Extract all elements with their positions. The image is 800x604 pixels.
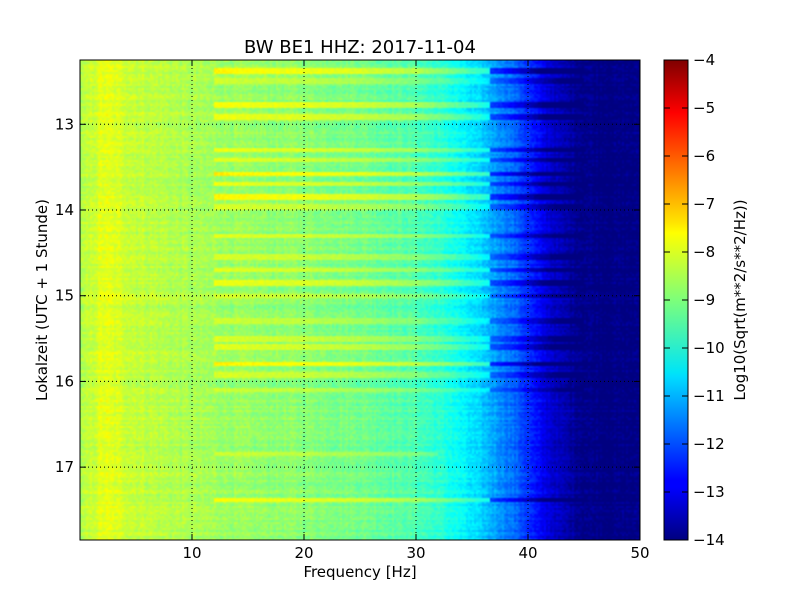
colorbar-tick-label: −5: [693, 99, 715, 117]
y-tick-label: 13: [55, 115, 74, 133]
x-axis-label: Frequency [Hz]: [303, 563, 416, 581]
y-tick-label: 16: [55, 372, 74, 390]
spectrogram-heatmap: [80, 60, 640, 540]
x-tick-label: 50: [630, 544, 649, 562]
y-tick-label: 15: [55, 287, 74, 305]
y-tick-label: 14: [55, 201, 74, 219]
colorbar-tick-label: −6: [693, 147, 715, 165]
x-tick-label: 10: [182, 544, 201, 562]
colorbar-tick-label: −11: [693, 387, 725, 405]
colorbar-tick-label: −10: [693, 339, 725, 357]
y-axis-ticks: 13 14 15 16 17: [55, 115, 640, 476]
colorbar-tick-label: −9: [693, 291, 715, 309]
colorbar-tick-label: −4: [693, 51, 715, 69]
x-axis-ticks: 10 20 30 40 50: [182, 60, 650, 562]
x-tick-label: 20: [294, 544, 313, 562]
y-tick-label: 17: [55, 458, 74, 476]
colorbar-label: Log10(Sqrt(m**2/s**2/Hz)): [731, 199, 749, 400]
colorbar-tick-label: −12: [693, 435, 725, 453]
colorbar-tick-label: −8: [693, 243, 715, 261]
colorbar-ticks: −4 −5 −6 −7 −8 −9 −10 −11 −12 −13 −14: [664, 51, 725, 549]
plot-frame: [79, 59, 641, 541]
colorbar-tick-label: −7: [693, 195, 715, 213]
grid-lines: [80, 60, 640, 540]
x-tick-label: 40: [518, 544, 537, 562]
colorbar-tick-label: −14: [693, 531, 725, 549]
chart-title: BW BE1 HHZ: 2017-11-04: [244, 37, 476, 58]
x-tick-label: 30: [406, 544, 425, 562]
y-axis-label: Lokalzeit (UTC + 1 Stunde): [33, 199, 51, 401]
colorbar-tick-label: −13: [693, 483, 725, 501]
